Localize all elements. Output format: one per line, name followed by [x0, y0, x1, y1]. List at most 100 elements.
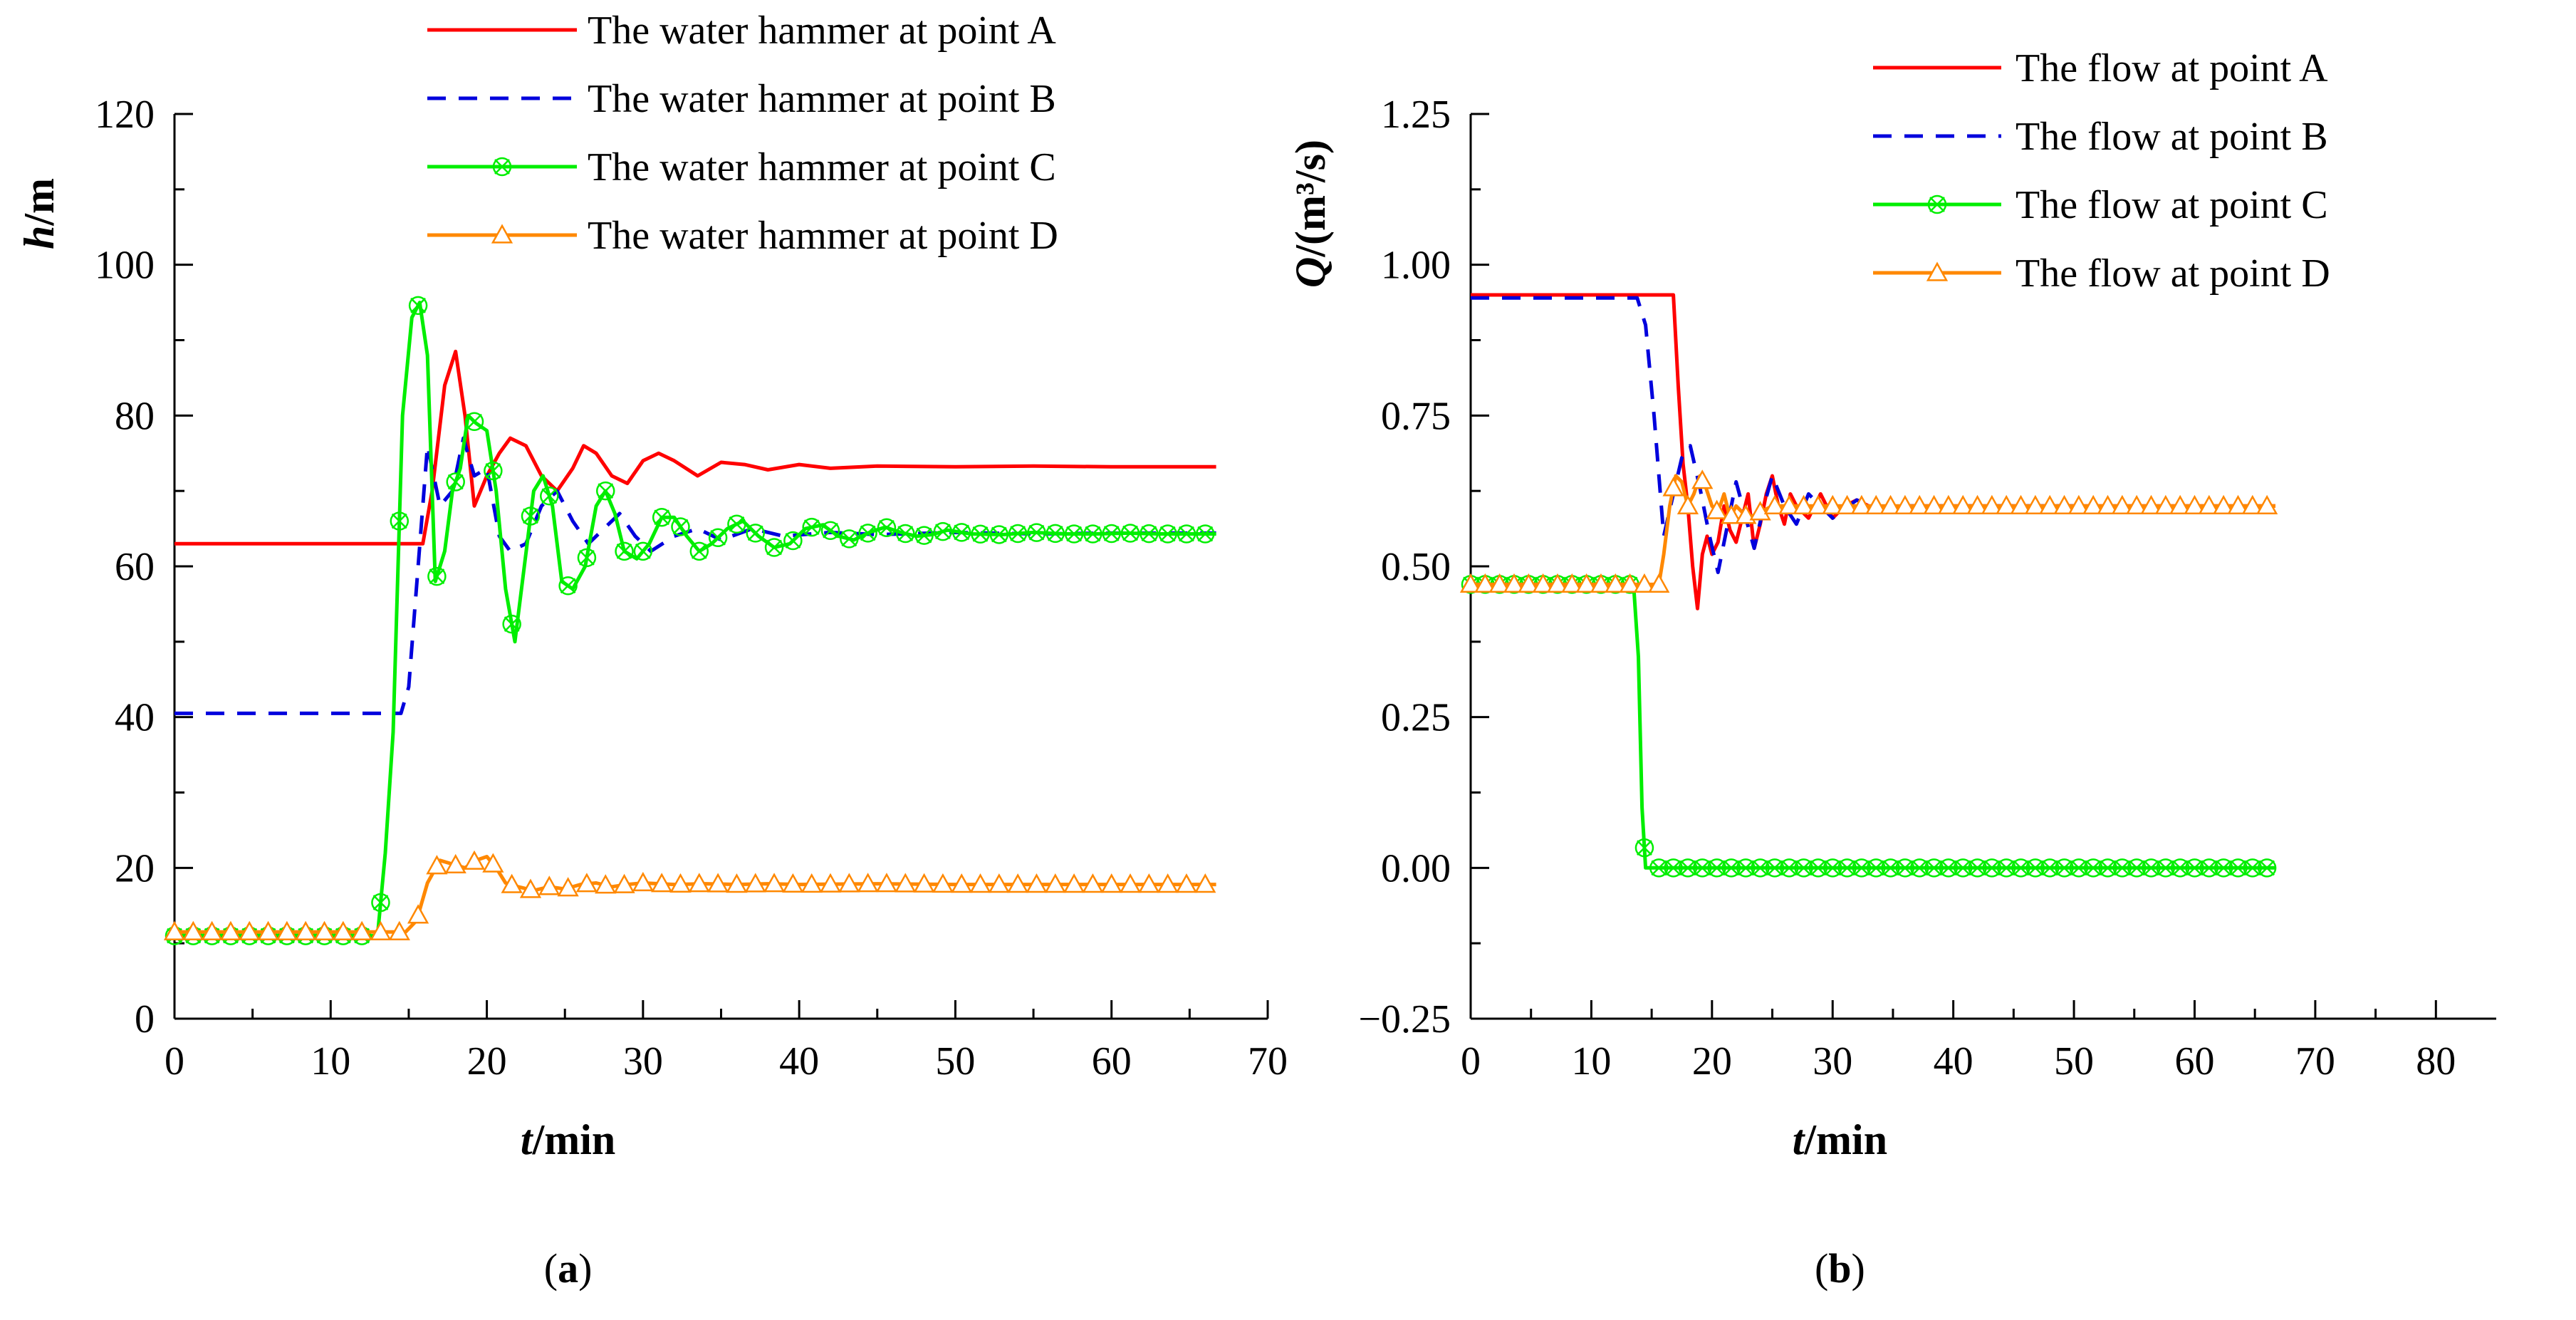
marker-x: [446, 472, 465, 492]
marker-triangle: [969, 873, 991, 893]
x-tick-label: 40: [1934, 1039, 1973, 1083]
marker-circle: [408, 296, 428, 316]
x-tick-label: 80: [2416, 1039, 2456, 1083]
marker-x: [971, 524, 990, 544]
marker-x: [896, 524, 915, 544]
marker-triangle: [1720, 504, 1743, 524]
panel-label: (a): [544, 1245, 593, 1292]
marker-circle: [951, 523, 971, 542]
marker-triangle: [819, 873, 842, 893]
marker-triangle: [1966, 494, 1988, 514]
marker-circle: [914, 526, 934, 545]
legend-entry: The flow at point D: [1873, 251, 2330, 296]
marker-x: [1045, 524, 1065, 544]
marker-circle: [2170, 858, 2190, 878]
x-tick-label: 50: [935, 1039, 975, 1083]
marker-cross: [2259, 860, 2275, 876]
y-tick-label: 80: [115, 394, 155, 438]
marker-triangle: [1677, 494, 1699, 514]
marker-triangle: [1793, 494, 1815, 514]
marker-triangle: [688, 873, 710, 893]
marker-triangle: [1619, 573, 1641, 593]
marker-triangle: [1590, 573, 1612, 593]
marker-x: [802, 517, 821, 537]
marker-cross: [972, 526, 989, 542]
marker-circle: [783, 531, 803, 551]
marker-circle: [989, 525, 1009, 544]
marker-x: [1634, 838, 1654, 858]
marker-cross: [654, 509, 670, 526]
marker-circle: [1996, 858, 2016, 878]
marker-x: [2083, 858, 2103, 878]
marker-x: [764, 538, 784, 557]
marker-triangle: [1082, 873, 1104, 893]
marker-triangle: [1561, 573, 1583, 593]
marker-cross: [1810, 860, 1826, 876]
marker-triangle: [782, 873, 804, 893]
marker-triangle: [1633, 573, 1656, 593]
marker-triangle: [1100, 873, 1122, 893]
marker-circle: [464, 412, 484, 432]
marker-x: [671, 517, 690, 536]
marker-triangle: [1575, 573, 1597, 593]
marker-circle: [1953, 858, 1973, 878]
marker-triangle: [838, 873, 860, 893]
marker-circle: [933, 521, 953, 541]
marker-cross: [1159, 526, 1176, 542]
marker-circle: [896, 524, 915, 544]
marker-triangle: [1749, 501, 1771, 521]
marker-cross: [672, 519, 689, 535]
marker-circle: [671, 517, 690, 536]
marker-cross: [579, 550, 595, 566]
legend-label: The water hammer at point C: [588, 145, 1056, 189]
marker-cross: [1926, 860, 1942, 876]
marker-x: [783, 531, 803, 551]
x-tick-label: 0: [165, 1039, 184, 1083]
marker-triangle: [1648, 573, 1670, 593]
marker-triangle: [932, 873, 954, 893]
marker-circle: [2127, 858, 2147, 878]
legend-label: The water hammer at point D: [588, 214, 1058, 258]
marker-triangle: [801, 873, 823, 893]
marker-triangle: [1763, 494, 1786, 514]
marker-cross: [541, 488, 558, 504]
marker-x: [615, 541, 634, 561]
marker-circle: [577, 548, 597, 568]
marker-cross: [1839, 860, 1855, 876]
marker-cross: [1912, 860, 1928, 876]
legend-entry: The flow at point B: [1873, 115, 2328, 159]
marker-triangle: [895, 873, 917, 893]
marker-cross: [1709, 860, 1725, 876]
marker-cross: [447, 474, 464, 490]
marker-circle: [390, 511, 410, 531]
marker-circle: [2040, 858, 2060, 878]
marker-cross: [1998, 860, 2015, 876]
marker-cross: [2085, 860, 2102, 876]
marker-x: [820, 521, 840, 540]
marker-x: [1927, 194, 1947, 214]
marker-circle: [1027, 523, 1046, 542]
y-axis-label-italic: h: [16, 226, 63, 249]
marker-x: [1693, 858, 1712, 878]
marker-x: [2127, 858, 2147, 878]
marker-triangle: [1894, 494, 1917, 514]
marker-triangle: [2097, 494, 2119, 514]
marker-cross: [991, 526, 1007, 543]
y-axis-label-unit: /m: [16, 178, 63, 227]
marker-triangle: [857, 873, 879, 893]
marker-cross: [1122, 525, 1138, 541]
y-tick-label: 0.50: [1381, 545, 1451, 589]
y-tick-label: 120: [95, 93, 155, 137]
marker-x: [2257, 858, 2277, 878]
marker-x: [1939, 858, 1959, 878]
marker-triangle: [1063, 873, 1085, 893]
marker-circle: [1837, 858, 1857, 878]
marker-triangle: [163, 920, 186, 940]
marker-circle: [2055, 858, 2074, 878]
marker-triangle: [2082, 494, 2105, 514]
legend-label: The flow at point C: [2016, 183, 2328, 227]
marker-cross: [2129, 860, 2145, 876]
marker-circle: [1924, 858, 1944, 878]
marker-triangle: [763, 873, 786, 893]
panel-label-close: ): [1852, 1245, 1865, 1292]
